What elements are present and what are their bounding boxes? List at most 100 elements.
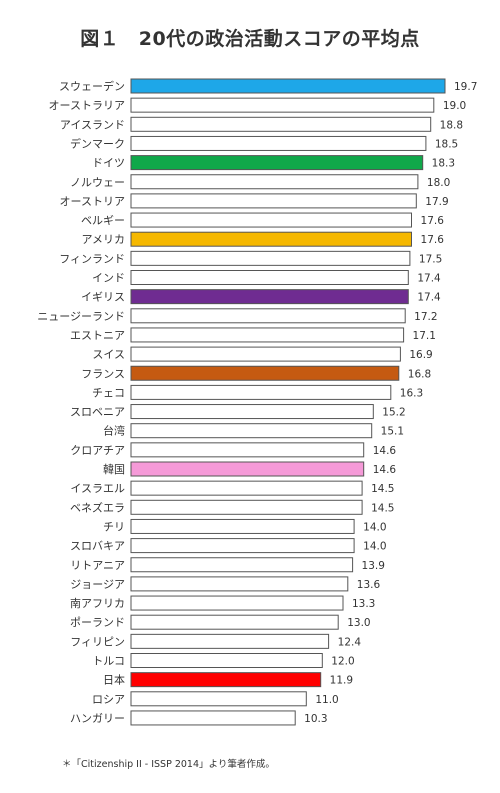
value-label: 11.0 <box>315 694 338 706</box>
bar <box>130 710 296 726</box>
value-label: 17.6 <box>421 234 445 246</box>
category-label: オーストリア <box>60 195 125 208</box>
category-label: トルコ <box>92 655 125 668</box>
source-footnote: ＊「Citizenship II - ISSP 2014」より筆者作成。 <box>62 759 275 770</box>
bar <box>130 633 330 649</box>
category-label: ベネズエラ <box>70 500 125 514</box>
category-label: フィリピン <box>70 635 125 648</box>
category-label: 日本 <box>103 673 125 687</box>
bar <box>130 442 365 458</box>
bar <box>130 480 363 496</box>
category-label: ベルギー <box>81 214 125 227</box>
value-label: 17.5 <box>419 253 442 265</box>
value-label: 14.5 <box>371 483 394 495</box>
bar <box>130 365 400 381</box>
value-label: 19.7 <box>454 81 477 93</box>
bar <box>130 614 339 630</box>
value-label: 18.0 <box>427 177 450 189</box>
category-label: エストニア <box>70 329 125 342</box>
bar <box>130 97 435 113</box>
category-label: スイス <box>92 348 125 361</box>
value-label: 16.3 <box>400 387 423 399</box>
value-label: 12.4 <box>338 636 362 648</box>
value-label: 17.4 <box>417 292 441 304</box>
category-label: オーストラリア <box>49 99 125 112</box>
bar <box>130 270 409 285</box>
value-label: 18.8 <box>440 119 463 131</box>
category-label: 南アフリカ <box>70 597 125 610</box>
value-label: 11.9 <box>330 675 353 687</box>
value-label: 14.5 <box>371 502 394 514</box>
value-label: 17.9 <box>425 196 448 208</box>
category-label: リトアニア <box>70 559 125 572</box>
value-label: 15.2 <box>382 407 405 419</box>
category-label: イギリス <box>81 291 125 304</box>
category-label: フランス <box>81 367 125 380</box>
bar <box>130 78 446 94</box>
value-label: 19.0 <box>443 100 466 112</box>
category-label: アイスランド <box>60 118 125 131</box>
category-label: ハンガリー <box>70 712 125 725</box>
bar <box>130 384 392 400</box>
bar <box>130 595 344 611</box>
category-label: チリ <box>103 520 125 533</box>
category-label: インド <box>92 272 125 285</box>
category-label: チェコ <box>92 386 125 399</box>
chart-title: 図１ 20代の政治活動スコアの平均点 <box>80 28 420 50</box>
bar <box>130 538 355 554</box>
category-label: イスラエル <box>70 482 125 495</box>
bar <box>130 423 373 439</box>
value-label: 14.6 <box>373 464 397 476</box>
category-label: クロアチア <box>70 444 125 457</box>
bars-layer: スウェーデン 19.7 オーストラリア 19.0 アイスランド 18.8 デンマーク 18.5… <box>37 78 477 726</box>
bar <box>130 193 417 209</box>
category-label: フィンランド <box>59 252 125 265</box>
category-label: ジョージア <box>70 578 125 591</box>
value-label: 10.3 <box>304 713 327 725</box>
bar <box>130 174 419 190</box>
bar <box>130 576 349 592</box>
category-label: 台湾 <box>103 424 125 438</box>
bar <box>130 557 354 573</box>
bar <box>130 653 323 668</box>
value-label: 12.0 <box>331 656 354 668</box>
bar <box>130 308 406 324</box>
bar <box>130 135 427 151</box>
bar <box>130 518 355 534</box>
value-label: 15.1 <box>381 426 404 438</box>
bar <box>130 212 412 228</box>
bar <box>130 155 424 171</box>
bar <box>130 250 411 266</box>
category-label: ポーランド <box>70 616 125 629</box>
category-label: ドイツ <box>92 157 125 170</box>
category-label: ロシア <box>92 693 125 706</box>
value-label: 13.9 <box>362 560 385 572</box>
category-label: 韓国 <box>103 463 125 476</box>
bar <box>130 499 363 515</box>
value-label: 18.3 <box>432 158 455 170</box>
category-label: ニュージーランド <box>37 310 125 323</box>
bar <box>130 672 322 688</box>
bar <box>130 289 409 305</box>
value-label: 17.6 <box>421 215 445 227</box>
category-label: アメリカ <box>82 233 125 246</box>
value-label: 13.3 <box>352 598 375 610</box>
value-label: 13.0 <box>347 617 370 629</box>
value-label: 17.1 <box>413 330 436 342</box>
value-label: 16.8 <box>408 368 431 380</box>
bar <box>130 691 307 707</box>
bar <box>130 404 374 420</box>
value-label: 13.6 <box>357 579 381 591</box>
bar <box>130 116 432 132</box>
bar <box>130 231 412 247</box>
value-label: 14.6 <box>373 445 397 457</box>
category-label: スロベニア <box>70 406 125 419</box>
bar <box>130 346 401 362</box>
value-label: 14.0 <box>363 521 386 533</box>
value-label: 17.4 <box>417 273 441 285</box>
bar <box>130 461 365 477</box>
value-label: 17.2 <box>414 311 437 323</box>
value-label: 16.9 <box>409 349 432 361</box>
category-label: スウェーデン <box>59 79 125 93</box>
